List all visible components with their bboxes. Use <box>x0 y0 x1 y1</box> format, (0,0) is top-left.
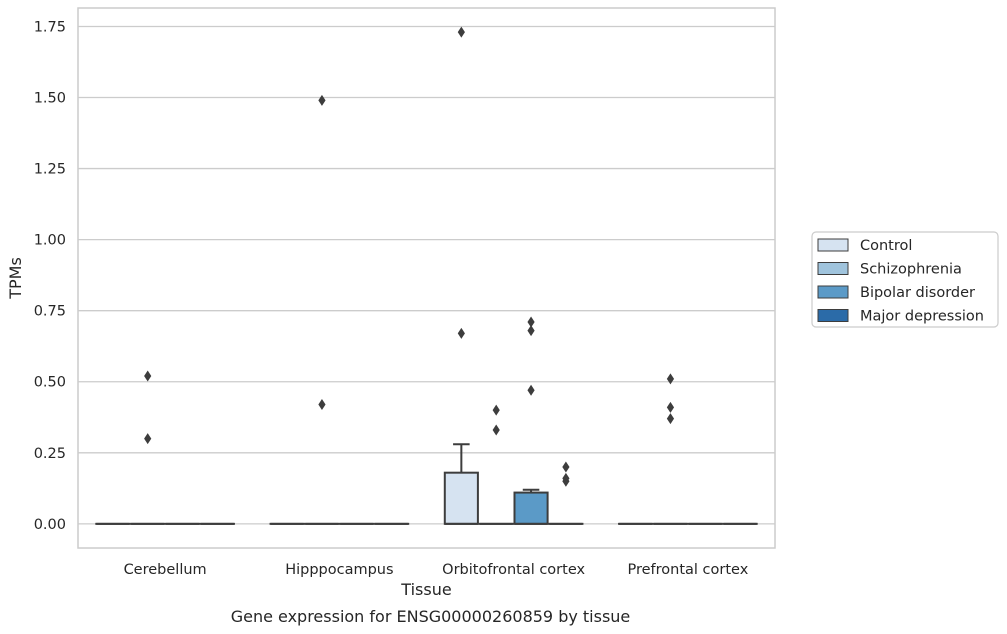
y-axis-label: TPMs <box>6 257 25 300</box>
outlier-point <box>457 327 465 339</box>
outlier-point <box>527 325 535 337</box>
box <box>443 471 479 525</box>
box-schizophrenia <box>130 370 166 525</box>
outlier-point <box>562 461 570 473</box>
legend-swatch <box>817 262 849 275</box>
legend-label: Schizophrenia <box>860 262 962 278</box>
legend-swatch <box>817 285 849 299</box>
outlier-point <box>527 384 535 396</box>
box-major-depression <box>548 461 584 525</box>
legend: Control Schizophrenia Bipolar disorder Majo… <box>811 231 999 328</box>
outlier-point <box>457 26 465 38</box>
y-tick-label: 1.25 <box>34 162 66 178</box>
box-schizophrenia <box>304 94 340 525</box>
y-tick-label: 0.50 <box>34 375 66 391</box>
chart-caption: Gene expression for ENSG00000260859 by t… <box>231 607 631 626</box>
x-tick-label: Orbitofrontal cortex <box>442 562 585 578</box>
y-axis-ticks: 0.00 0.25 0.50 0.75 1.00 1.25 1.50 1.75 <box>34 19 66 532</box>
outlier-point <box>527 316 535 328</box>
box-control <box>443 26 479 525</box>
y-tick-label: 0.00 <box>34 517 66 533</box>
outlier-point <box>318 398 326 410</box>
outlier-point <box>666 401 675 413</box>
outlier-point <box>492 424 500 436</box>
outlier-point <box>666 413 675 425</box>
legend-label: Bipolar disorder <box>860 285 975 301</box>
y-tick-label: 1.50 <box>34 91 66 107</box>
legend-swatch <box>817 238 849 252</box>
x-tick-label: Cerebellum <box>124 562 207 578</box>
y-tick-label: 0.25 <box>34 446 66 462</box>
box-schizophrenia <box>478 404 514 525</box>
legend-swatch <box>817 309 849 322</box>
x-axis-label: Tissue <box>400 580 451 599</box>
y-tick-label: 1.00 <box>34 233 66 249</box>
legend-frame <box>811 231 999 328</box>
outlier-point <box>562 472 570 484</box>
x-tick-label: Prefrontal cortex <box>627 562 748 578</box>
y-tick-label: 0.75 <box>34 304 66 320</box>
legend-label: Major depression <box>860 309 984 325</box>
gridlines <box>78 25 775 525</box>
legend-label: Control <box>860 238 912 254</box>
outlier-point <box>144 433 152 445</box>
outlier-point <box>318 94 326 106</box>
x-tick-label: Hipppocampus <box>285 562 393 578</box>
box-schizophrenia <box>652 373 689 525</box>
x-axis-ticks: Cerebellum Hipppocampus Orbitofrontal cort… <box>124 562 749 578</box>
outlier-point <box>492 404 500 416</box>
outlier-point <box>666 373 675 385</box>
y-tick-label: 1.75 <box>34 19 66 35</box>
box-plots <box>95 26 758 525</box>
box <box>513 491 549 525</box>
box-bipolar-disorder <box>513 316 549 525</box>
plot-frame <box>77 7 776 549</box>
outlier-point <box>144 370 152 382</box>
